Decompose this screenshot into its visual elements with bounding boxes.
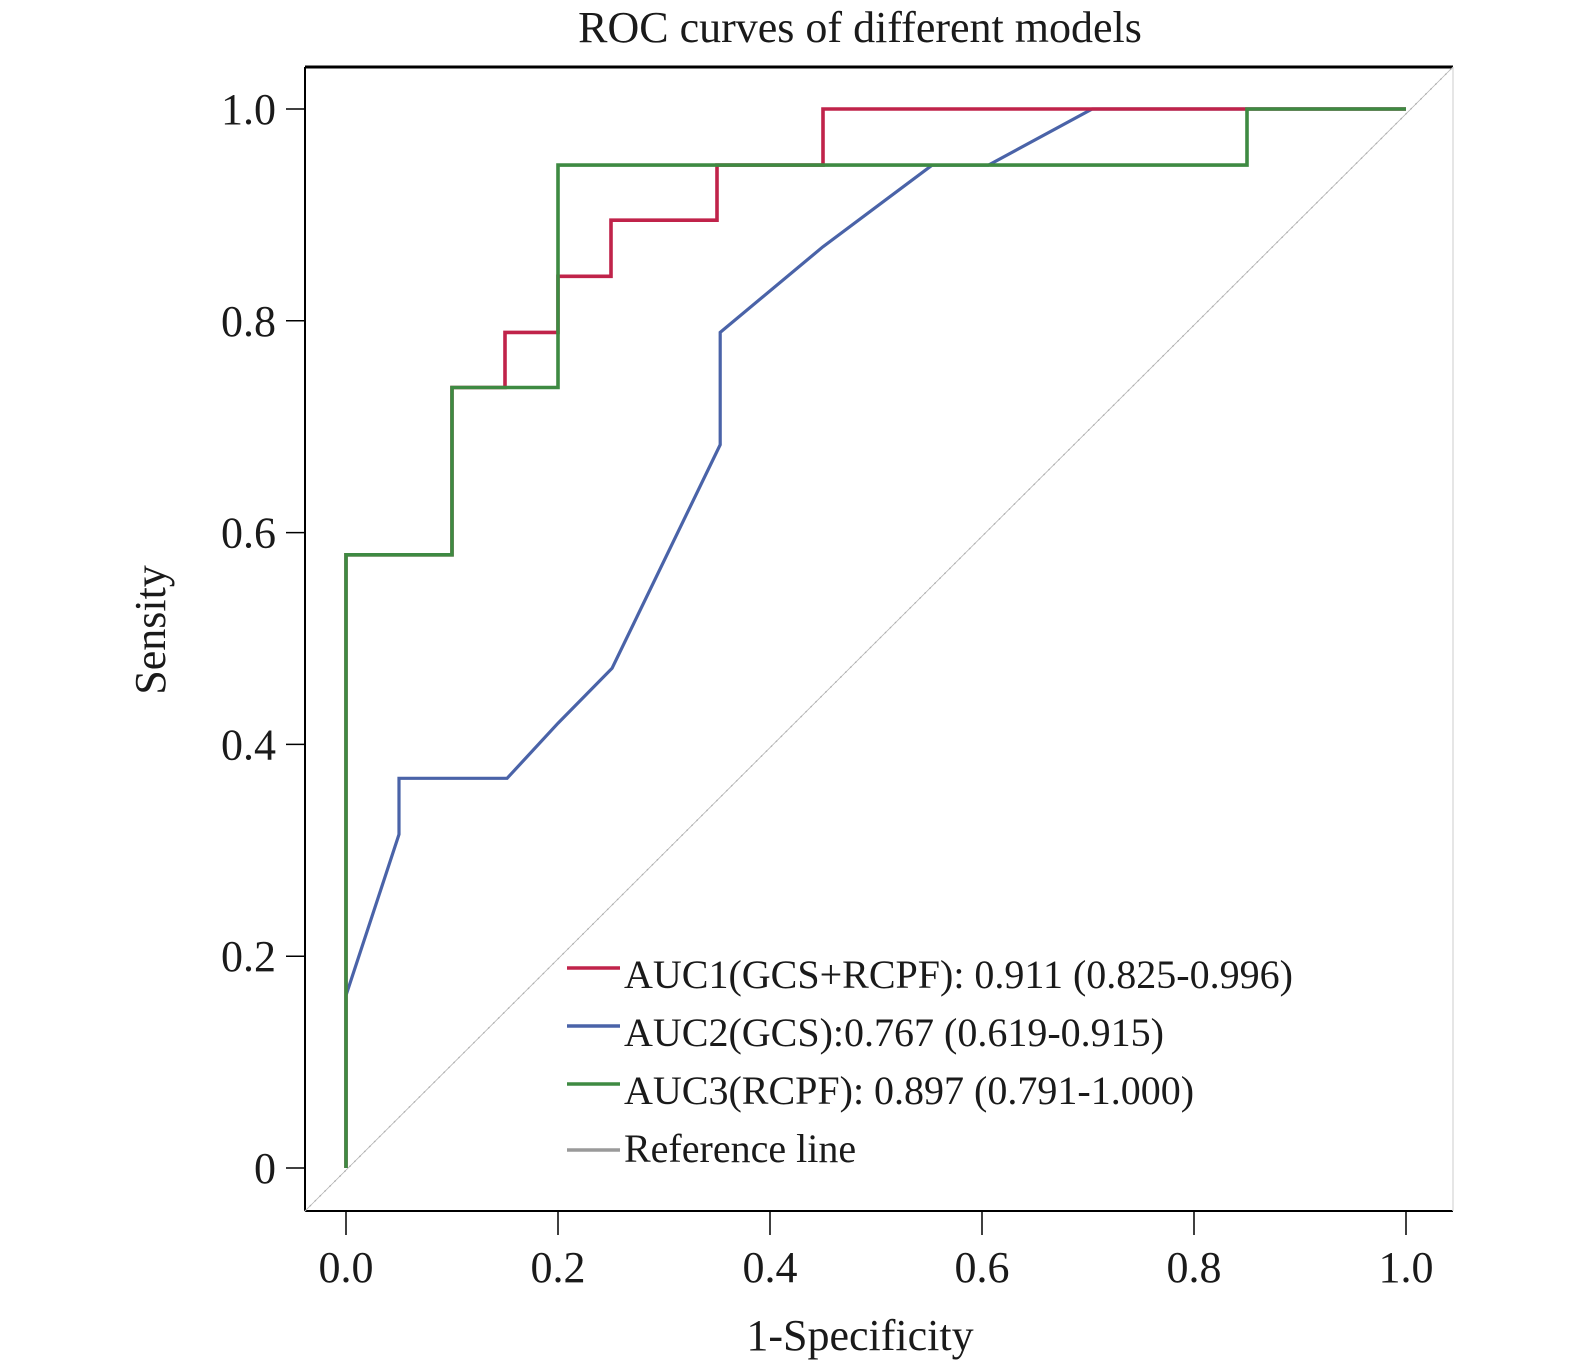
legend: AUC1(GCS+RCPF): 0.911 (0.825-0.996) AUC2(… xyxy=(567,952,1293,1171)
y-axis: 0 0.2 0.4 0.6 0.8 1.0 xyxy=(221,85,305,1193)
x-tick-label: 0.4 xyxy=(743,1243,798,1292)
x-axis-label: 1-Specificity xyxy=(746,1311,973,1360)
x-tick-label: 0.8 xyxy=(1167,1243,1222,1292)
y-tick-label: 0.8 xyxy=(221,297,276,346)
x-axis: 0.0 0.2 0.4 0.6 0.8 1.0 xyxy=(319,1211,1434,1292)
y-tick-label: 0.2 xyxy=(221,932,276,981)
y-tick-label: 0 xyxy=(254,1144,276,1193)
y-tick-label: 0.4 xyxy=(221,720,276,769)
legend-label: Reference line xyxy=(624,1126,856,1171)
legend-item-auc1: AUC1(GCS+RCPF): 0.911 (0.825-0.996) xyxy=(567,952,1293,997)
x-tick-label: 0.2 xyxy=(531,1243,586,1292)
reference-line-thin xyxy=(304,66,1454,1212)
x-tick-label: 0.0 xyxy=(319,1243,374,1292)
legend-label: AUC3(RCPF): 0.897 (0.791-1.000) xyxy=(624,1068,1194,1113)
y-tick-label: 1.0 xyxy=(221,85,276,134)
chart-title: ROC curves of different models xyxy=(578,3,1142,52)
legend-label: AUC2(GCS):0.767 (0.619-0.915) xyxy=(624,1010,1164,1055)
y-tick-label: 0.6 xyxy=(221,509,276,558)
series-auc3-line xyxy=(344,107,1406,1168)
legend-item-reference: Reference line xyxy=(567,1126,856,1171)
x-tick-label: 1.0 xyxy=(1379,1243,1434,1292)
y-axis-label: Sensity xyxy=(126,565,175,695)
legend-item-auc3: AUC3(RCPF): 0.897 (0.791-1.000) xyxy=(567,1068,1194,1113)
legend-label: AUC1(GCS+RCPF): 0.911 (0.825-0.996) xyxy=(624,952,1293,997)
plot-area xyxy=(304,65,1454,1212)
legend-item-auc2: AUC2(GCS):0.767 (0.619-0.915) xyxy=(567,1010,1164,1055)
x-tick-label: 0.6 xyxy=(955,1243,1010,1292)
